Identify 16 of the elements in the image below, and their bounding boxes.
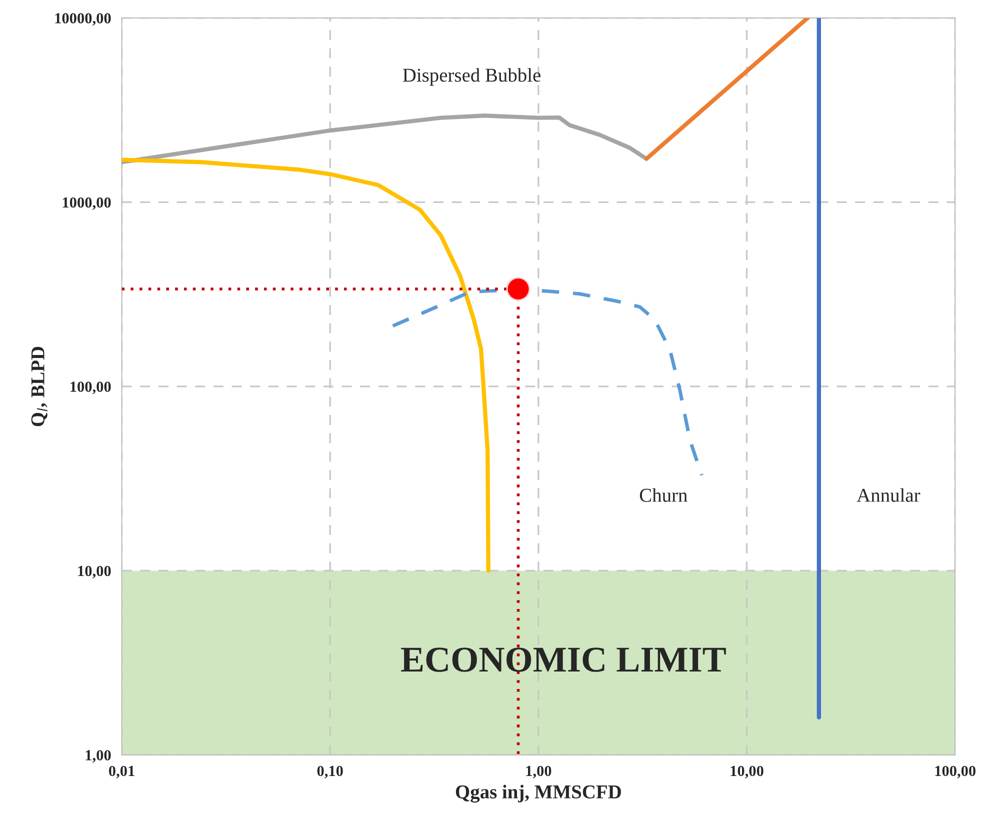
annotation: Annular (856, 488, 920, 502)
y-tick-label: 1000,00 (62, 197, 111, 210)
x-tick-label: 1,00 (526, 766, 552, 778)
y-axis-title: Q$_{l}$, BLPD (31, 346, 48, 426)
y-tick-label: 1,00 (86, 750, 111, 763)
x-axis-title: Qgas inj, MMSCFD (456, 784, 621, 803)
x-tick-label: 100,00 (935, 766, 976, 778)
x-tick-label: 0,01 (108, 766, 134, 778)
annotation: Dispersed Bubble (402, 68, 540, 86)
band-label: ECONOMIC LIMIT (401, 648, 726, 672)
y-tick-label: 10000,00 (55, 13, 111, 26)
y-tick-label: 100,00 (70, 382, 111, 394)
x-tick-label: 10,00 (730, 766, 764, 778)
x-tick-label: 0,10 (317, 766, 343, 778)
y-tick-label: 10,00 (78, 566, 111, 578)
annotation: Churn (640, 488, 688, 502)
